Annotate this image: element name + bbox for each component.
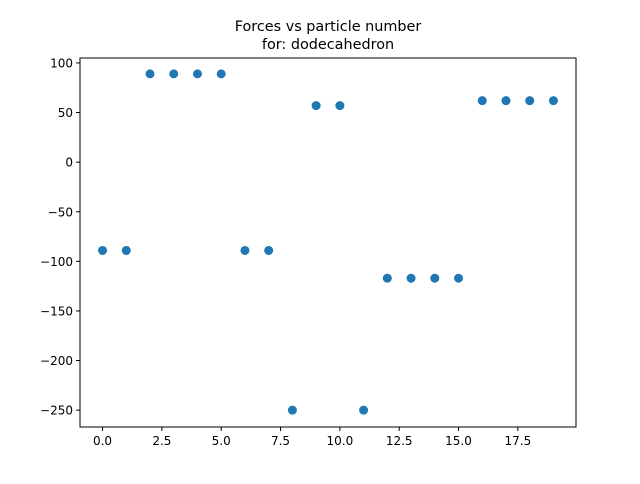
y-tick-label: 100 [50, 56, 73, 70]
x-tick-label: 17.5 [504, 434, 531, 448]
data-point [454, 273, 464, 283]
data-point [264, 245, 274, 255]
data-point [548, 96, 558, 106]
data-point [287, 405, 297, 415]
data-point [121, 245, 131, 255]
x-tick-label: 7.5 [271, 434, 290, 448]
y-tick-label: −50 [48, 205, 73, 219]
x-tick-label: 2.5 [152, 434, 171, 448]
x-tick-label: 12.5 [386, 434, 413, 448]
data-point [169, 69, 179, 79]
chart-title-line-1: Forces vs particle number [235, 19, 422, 35]
chart-title-line-2: for: dodecahedron [262, 37, 394, 53]
data-point [501, 96, 511, 106]
data-point [525, 96, 535, 106]
data-point [216, 69, 226, 79]
x-tick-label: 10.0 [327, 434, 354, 448]
data-point [311, 101, 321, 111]
x-axis: 0.0 2.5 5.0 7.5 10.0 12.5 15.0 17.5 [93, 427, 531, 448]
x-tick-label: 5.0 [212, 434, 231, 448]
data-point [430, 273, 440, 283]
y-axis: 100 50 0 −50 −100 −150 −200 −250 [40, 56, 80, 418]
data-points [98, 69, 558, 415]
data-point [98, 245, 108, 255]
y-tick-label: −150 [40, 304, 73, 318]
data-point [240, 245, 250, 255]
y-tick-label: 50 [58, 106, 73, 120]
data-point [477, 96, 487, 106]
y-tick-label: −250 [40, 404, 73, 418]
x-tick-label: 0.0 [93, 434, 112, 448]
x-tick-label: 15.0 [445, 434, 472, 448]
plot-area-frame [79, 57, 577, 428]
data-point [359, 405, 369, 415]
data-point [192, 69, 202, 79]
data-point [335, 101, 345, 111]
data-point [145, 69, 155, 79]
y-tick-label: −200 [40, 354, 73, 368]
y-tick-label: −100 [40, 255, 73, 269]
data-point [382, 273, 392, 283]
y-tick-label: 0 [65, 156, 73, 170]
data-point [406, 273, 416, 283]
